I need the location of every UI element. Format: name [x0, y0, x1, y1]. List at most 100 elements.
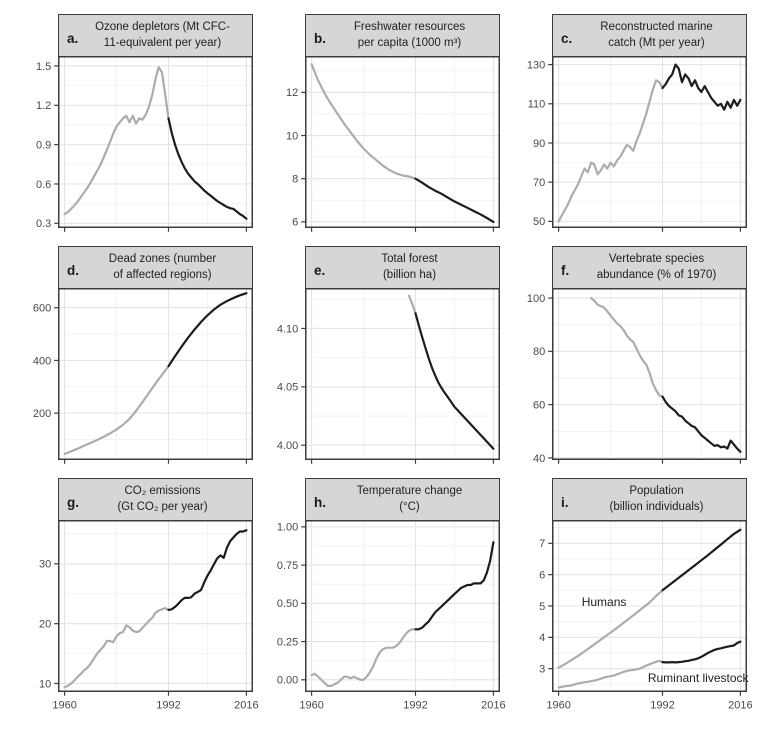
y-tick-label: 90	[533, 138, 545, 150]
title-line: of affected regions)	[113, 268, 212, 281]
panel-i-title: Population (billion individuals)	[592, 484, 708, 514]
y-tick-label: 8	[292, 174, 298, 186]
panel-g: g. CO₂ emissions (Gt CO₂ per year) 10 20 30…	[12, 478, 259, 718]
x-tick-label: 2016	[234, 699, 258, 711]
panel-c: c. Reconstructed marine catch (Mt per yea…	[506, 14, 749, 234]
y-tick-label: 130	[527, 59, 545, 71]
y-tick-label: 400	[33, 355, 51, 367]
panel-g-plot: 10 20 30 1960 1992 2016	[39, 520, 259, 711]
panel-c-plot: 50 70 90 110 130	[527, 56, 747, 232]
title-line: (billion ha)	[382, 268, 437, 281]
panel-d-title: Dead zones (number of affected regions)	[91, 252, 220, 282]
panel-d-plot: 200 400 600	[33, 288, 253, 464]
title-line: abundance (% of 1970)	[596, 268, 717, 281]
panel-h-header: h. Temperature change (°C)	[305, 478, 500, 520]
panel-e-header: e. Total forest (billion ha)	[305, 246, 500, 288]
panel-b-plot: 6 8 10 12	[286, 56, 500, 232]
panel-g-letter: g.	[67, 494, 79, 510]
panel-d-letter: d.	[67, 262, 79, 278]
y-tick-label: 30	[39, 559, 51, 571]
x-tick-label: 1960	[52, 699, 76, 711]
y-tick-label: 4	[539, 632, 545, 644]
x-tick-label: 1960	[546, 699, 570, 711]
panel-e: e. Total forest (billion ha) 4.00 4.05 4.10	[259, 246, 502, 466]
panel-f: f. Vertebrate species abundance (% of 197…	[506, 246, 749, 466]
y-tick-label: 0.00	[277, 675, 298, 687]
title-line: Reconstructed marine	[600, 21, 713, 34]
y-tick-label: 0.75	[277, 560, 298, 572]
panel-e-title: Total forest (billion ha)	[363, 252, 441, 282]
y-tick-label: 0.25	[277, 636, 298, 648]
y-tick-label: 110	[528, 99, 546, 111]
title-line: catch (Mt per year)	[608, 36, 705, 49]
y-tick-label: 4.05	[277, 382, 298, 394]
panel-c-title: Reconstructed marine catch (Mt per year)	[582, 20, 717, 50]
title-line: Population	[629, 485, 684, 498]
y-tick-label: 0.50	[277, 598, 298, 610]
panel-g-title: CO₂ emissions (Gt CO₂ per year)	[99, 484, 211, 514]
panel-c-letter: c.	[561, 30, 573, 46]
title-line: Total forest	[381, 253, 438, 266]
panel-a-header: a. Ozone depletors (Mt CFC- 11-equivalent…	[58, 14, 253, 56]
warning-trends-figure: a. Ozone depletors (Mt CFC- 11-equivalent…	[12, 14, 753, 718]
y-tick-label: 1.5	[36, 61, 51, 73]
y-tick-label: 100	[527, 293, 545, 305]
panel-f-title: Vertebrate species abundance (% of 1970)	[579, 252, 721, 282]
panel-i: i. Population (billion individuals) 3 4 5 6 7…	[506, 478, 753, 718]
panel-f-letter: f.	[561, 262, 570, 278]
panel-i-header: i. Population (billion individuals)	[552, 478, 747, 520]
annotation-ruminant-livestock: Ruminant livestock	[648, 671, 750, 685]
panel-h-plot: 0.00 0.25 0.50 0.75 1.00 1960 1992 2016	[277, 520, 506, 711]
title-line: Temperature change	[356, 485, 463, 498]
y-tick-label: 0.3	[36, 218, 51, 230]
title-line: per capita (1000 m³)	[357, 36, 462, 49]
x-tick-label: 2016	[728, 699, 752, 711]
panel-a: a. Ozone depletors (Mt CFC- 11-equivalent…	[12, 14, 255, 234]
x-tick-label: 1992	[156, 699, 180, 711]
panel-a-letter: a.	[67, 30, 79, 46]
y-tick-label: 200	[33, 408, 51, 420]
panel-a-plot: 0.3 0.6 0.9 1.2 1.5	[36, 56, 253, 232]
y-tick-label: 0.9	[36, 139, 51, 151]
title-line: (°C)	[399, 500, 420, 513]
title-line: (billion individuals)	[609, 500, 704, 513]
y-tick-label: 6	[539, 570, 545, 582]
panel-f-header: f. Vertebrate species abundance (% of 197…	[552, 246, 747, 288]
panel-a-title: Ozone depletors (Mt CFC- 11-equivalent pe…	[77, 20, 234, 50]
y-tick-label: 5	[539, 601, 545, 613]
annotation-humans: Humans	[582, 595, 627, 609]
panel-h-title: Temperature change (°C)	[339, 484, 466, 514]
panel-i-letter: i.	[561, 494, 569, 510]
panel-g-header: g. CO₂ emissions (Gt CO₂ per year)	[58, 478, 253, 520]
panel-d: d. Dead zones (number of affected regions…	[12, 246, 255, 466]
y-tick-label: 40	[533, 453, 545, 465]
panel-c-header: c. Reconstructed marine catch (Mt per yea…	[552, 14, 747, 56]
y-tick-label: 50	[533, 216, 545, 228]
title-line: Vertebrate species	[608, 253, 705, 266]
panel-b: b. Freshwater resources per capita (1000 …	[259, 14, 502, 234]
panel-f-plot: 40 60 80 100	[527, 288, 747, 465]
title-line: Ozone depletors (Mt CFC-	[95, 21, 230, 34]
panel-b-title: Freshwater resources per capita (1000 m³)	[336, 20, 469, 50]
x-tick-label: 1992	[650, 699, 674, 711]
panel-e-letter: e.	[314, 262, 326, 278]
panel-e-plot: 4.00 4.05 4.10	[277, 288, 500, 464]
title-line: Dead zones (number	[108, 253, 217, 266]
x-tick-label: 1992	[403, 699, 427, 711]
title-line: 11-equivalent per year)	[103, 36, 222, 49]
y-tick-label: 0.6	[36, 179, 51, 191]
title-line: CO₂ emissions	[124, 485, 201, 498]
panel-h-letter: h.	[314, 494, 326, 510]
y-tick-label: 4.00	[277, 440, 298, 452]
y-tick-label: 20	[39, 618, 51, 630]
panel-h: h. Temperature change (°C) 0.00 0.25 0.50 0.…	[259, 478, 506, 718]
panel-b-header: b. Freshwater resources per capita (1000 …	[305, 14, 500, 56]
panel-d-header: d. Dead zones (number of affected regions…	[58, 246, 253, 288]
y-tick-label: 1.2	[36, 100, 51, 112]
y-tick-label: 3	[539, 664, 545, 676]
y-tick-label: 1.00	[277, 522, 298, 534]
y-tick-label: 12	[286, 87, 298, 99]
panel-i-plot: 3 4 5 6 7 1960 1992 2016 Humans Ruminant livestoc…	[539, 520, 753, 711]
x-tick-label: 1960	[299, 699, 323, 711]
title-line: (Gt CO₂ per year)	[117, 500, 208, 513]
